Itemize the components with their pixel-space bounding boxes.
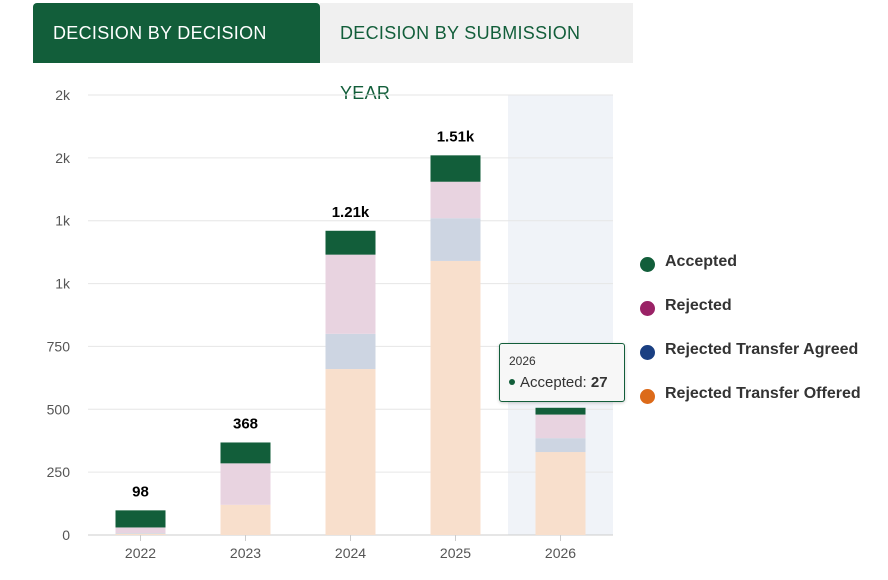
bar-segment[interactable] (220, 442, 271, 464)
y-tick-label: 750 (47, 338, 71, 354)
bar-segment[interactable] (115, 527, 166, 533)
y-tick-label: 2k (55, 87, 71, 103)
bar-segment[interactable] (325, 333, 376, 370)
chart-tooltip: 2026 Accepted: 27 (499, 343, 625, 402)
tooltip-value: 27 (590, 374, 608, 391)
bar-segment[interactable] (325, 369, 376, 535)
y-tick-label: 250 (47, 464, 71, 480)
y-tick-label: 500 (47, 401, 71, 417)
bar-segment[interactable] (535, 438, 586, 453)
bar-segment[interactable] (535, 452, 586, 535)
bar-segment[interactable] (115, 510, 166, 528)
legend-item-accepted[interactable]: Accepted (640, 253, 861, 297)
stacked-bar-chart: 0 250 500 750 1k 1k 2k 2k 98 2022 368 2023 1.21k 2024… (47, 87, 613, 561)
legend-dot-accepted (640, 257, 655, 272)
tooltip-title: 2026 (509, 354, 536, 368)
tab-decision-by-submission-year[interactable]: DECISION BY SUBMISSION YEAR (320, 3, 633, 103)
bar-segment[interactable] (535, 407, 586, 415)
legend-label: Rejected (665, 297, 732, 314)
bar-total-label: 368 (233, 415, 258, 432)
x-tick-label: 2025 (440, 545, 471, 561)
legend-dot-rejected (640, 301, 655, 316)
x-tick-label: 2023 (230, 545, 261, 561)
x-tick-label: 2026 (545, 545, 576, 561)
bar-segment[interactable] (325, 230, 376, 255)
bar-segment[interactable] (430, 155, 481, 182)
legend-item-rejected[interactable]: Rejected (640, 297, 861, 341)
bar-segment[interactable] (430, 260, 481, 535)
bar-segment[interactable] (115, 533, 166, 535)
legend-label: Accepted (665, 253, 738, 270)
y-tick-label: 1k (55, 276, 71, 292)
bar-segment[interactable] (535, 414, 586, 439)
chart-legend: Accepted Rejected Rejected Transfer Agre… (640, 253, 861, 429)
tooltip-series-dot (509, 379, 515, 386)
tooltip-series-name: Accepted (520, 374, 583, 391)
bar-total-label: 1.51k (437, 128, 475, 145)
legend-label: Rejected Transfer Offered (665, 385, 861, 402)
bar-total-label: 1.21k (332, 204, 370, 221)
bar-total-label: 98 (132, 483, 149, 500)
x-tick-label: 2024 (335, 545, 366, 561)
legend-item-rejected-transfer-agreed[interactable]: Rejected Transfer Agreed (640, 341, 861, 385)
y-tick-label: 1k (55, 213, 71, 229)
legend-dot-rejected-transfer-offered (640, 389, 655, 404)
bar-segment[interactable] (430, 181, 481, 219)
legend-dot-rejected-transfer-agreed (640, 345, 655, 360)
y-tick-label: 2k (55, 150, 71, 166)
bar-segment[interactable] (220, 463, 271, 505)
tab-bar: DECISION BY DECISION YEAR DECISION BY SU… (33, 3, 633, 103)
bar-segment[interactable] (220, 504, 271, 535)
legend-item-rejected-transfer-offered[interactable]: Rejected Transfer Offered (640, 385, 861, 429)
bar-segment[interactable] (430, 218, 481, 261)
tab-decision-by-decision-year[interactable]: DECISION BY DECISION YEAR (33, 3, 320, 103)
bar-segment[interactable] (325, 254, 376, 334)
y-tick-label: 0 (62, 527, 70, 543)
x-tick-label: 2022 (125, 545, 156, 561)
tooltip-value-line: Accepted: 27 (509, 374, 608, 391)
bar-segment[interactable] (115, 532, 166, 534)
legend-label: Rejected Transfer Agreed (665, 341, 859, 358)
